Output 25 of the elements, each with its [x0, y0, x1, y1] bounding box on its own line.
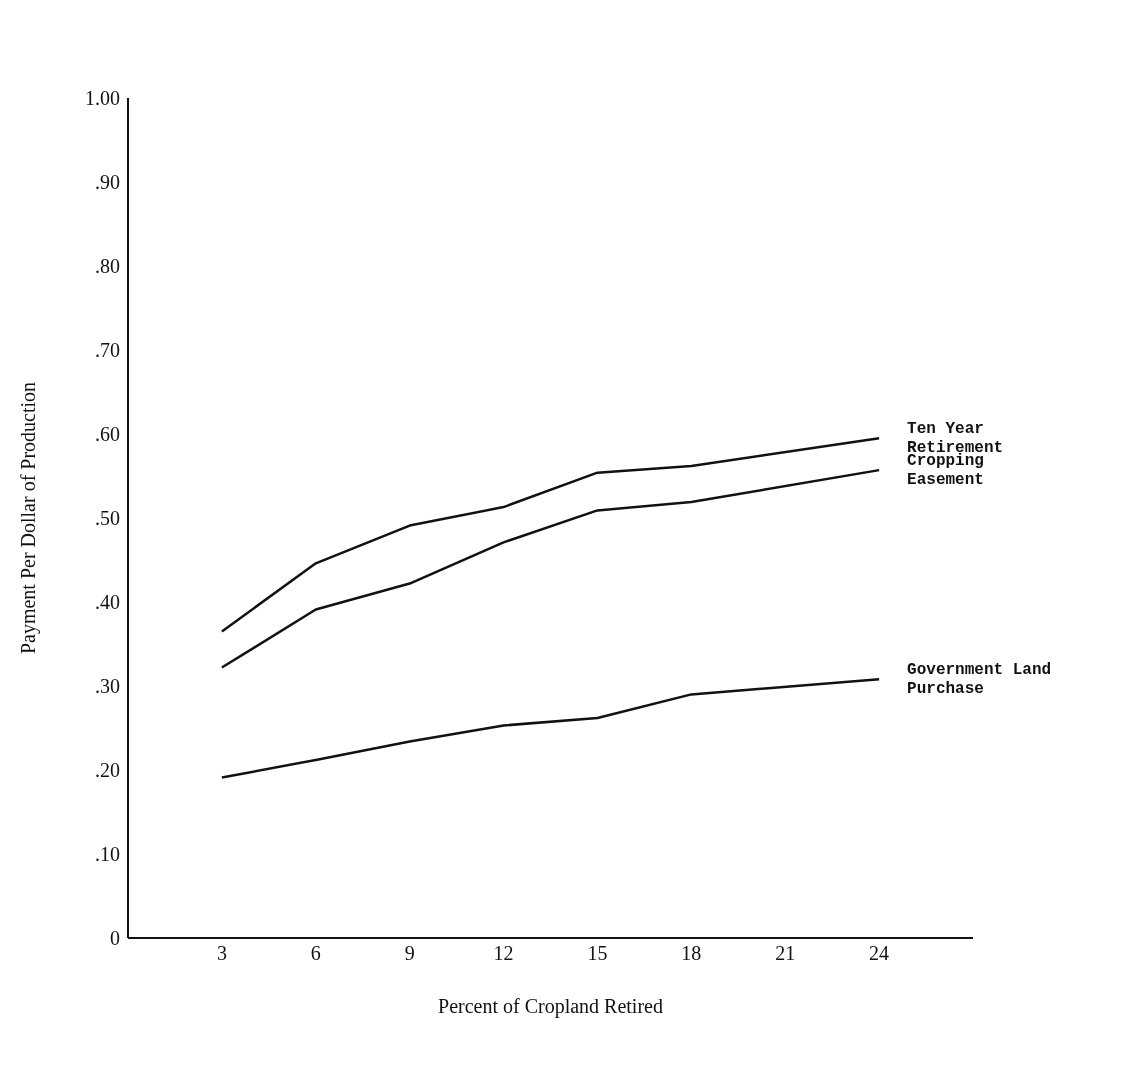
x-tick-label: 15 [587, 942, 608, 965]
y-tick-label: .40 [95, 591, 120, 614]
line-series [220, 436, 881, 633]
y-tick-label: .80 [95, 255, 120, 278]
y-tick-label: 1.00 [85, 87, 120, 110]
x-axis-title: Percent of Cropland Retired [438, 995, 663, 1018]
x-tick-label: 9 [404, 942, 415, 965]
x-tick-label: 6 [310, 942, 321, 965]
x-tick-label: 24 [869, 942, 890, 965]
y-tick-label: .50 [95, 507, 120, 530]
x-tick-label: 12 [493, 942, 514, 965]
y-tick-label: .20 [95, 759, 120, 782]
x-tick-label: 3 [216, 942, 227, 965]
line-series [220, 678, 881, 779]
y-tick-label: .60 [95, 423, 120, 446]
line-series [220, 468, 881, 669]
y-tick-label: .30 [95, 675, 120, 698]
x-tick-label: 21 [775, 942, 796, 965]
y-tick-label: .10 [95, 843, 120, 866]
y-tick-label: 0 [110, 927, 120, 950]
y-axis-title: Payment Per Dollar of Production [17, 381, 41, 655]
y-tick-label: .90 [95, 171, 120, 194]
series-label: Government Land Purchase [907, 661, 1052, 699]
x-tick-label: 18 [681, 942, 702, 965]
y-tick-label: .70 [95, 339, 120, 362]
